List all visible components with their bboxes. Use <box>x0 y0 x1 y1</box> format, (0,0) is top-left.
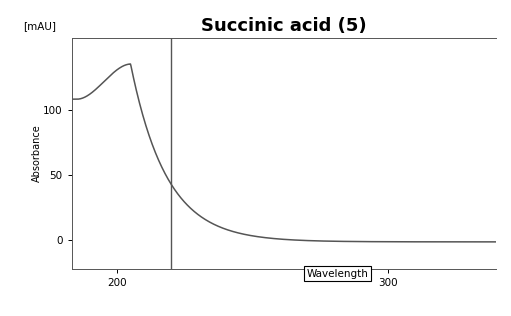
Y-axis label: Absorbance: Absorbance <box>32 125 41 182</box>
Text: Wavelength: Wavelength <box>307 269 368 279</box>
Text: [mAU]: [mAU] <box>23 21 56 31</box>
Title: Succinic acid (5): Succinic acid (5) <box>201 17 366 35</box>
